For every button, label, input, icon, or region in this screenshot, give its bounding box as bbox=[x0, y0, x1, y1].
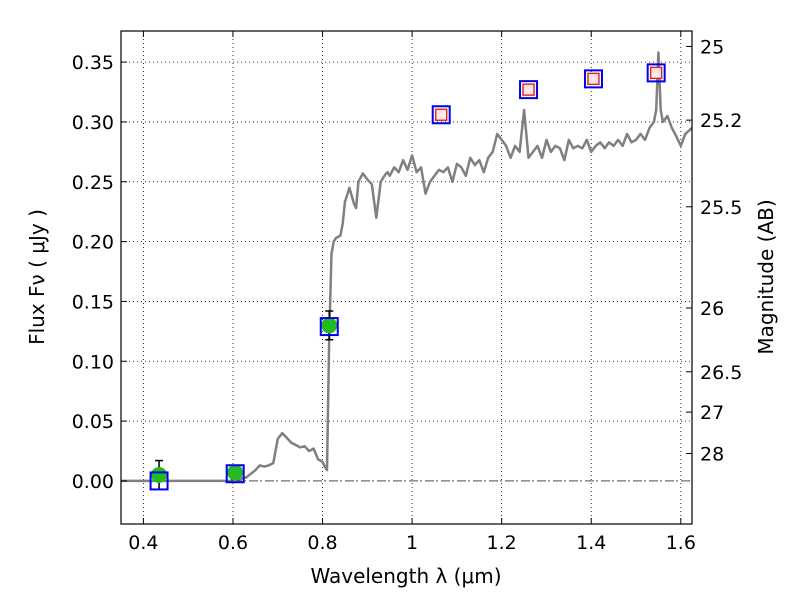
mag-tick-label: 27 bbox=[700, 402, 724, 424]
plot-frame bbox=[120, 30, 693, 525]
y-tick-label: 0.25 bbox=[72, 172, 114, 194]
x-tick-label: 0.8 bbox=[307, 532, 337, 554]
x-tick-label: 0.4 bbox=[128, 532, 158, 554]
detection-point bbox=[321, 317, 338, 334]
model-spectrum-line bbox=[121, 51, 693, 483]
x-tick-label: 1.2 bbox=[487, 532, 517, 554]
tick-labels: 0.4 0.6 0.8 1 1.2 1.4 1.6 0.00 0.05 0.10 0.15 0.20 0… bbox=[72, 36, 743, 554]
y-tick-label: 0.00 bbox=[72, 471, 114, 493]
mag-tick-label: 26 bbox=[700, 298, 724, 320]
y-tick-label: 0.35 bbox=[72, 52, 114, 74]
mag-tick-label: 25.5 bbox=[700, 197, 742, 219]
model-flux-square bbox=[431, 105, 451, 125]
data-markers bbox=[149, 63, 666, 491]
model-flux-square bbox=[583, 69, 603, 89]
y-tick-label: 0.15 bbox=[72, 291, 114, 313]
y-tick-label: 0.10 bbox=[72, 351, 114, 373]
upper-limit-square bbox=[522, 83, 535, 96]
x-tick-label: 1 bbox=[406, 532, 418, 554]
model-flux-square bbox=[319, 317, 339, 337]
mag-tick-label: 25.2 bbox=[700, 110, 742, 132]
y-axis-title: Flux Fν ( μJy ) bbox=[25, 209, 49, 345]
x-tick-label: 1.4 bbox=[576, 532, 606, 554]
x-tick-label: 0.6 bbox=[218, 532, 248, 554]
detection-point bbox=[227, 464, 244, 481]
x-tick-label: 1.6 bbox=[666, 532, 696, 554]
model-flux-square bbox=[225, 464, 245, 484]
y-tick-label: 0.20 bbox=[72, 232, 114, 254]
mag-tick-label: 26.5 bbox=[700, 362, 742, 384]
detection-point bbox=[151, 466, 168, 483]
axis-ticks bbox=[121, 31, 692, 524]
model-flux-square bbox=[646, 63, 666, 83]
model-flux-square bbox=[149, 471, 169, 491]
mag-tick-label: 28 bbox=[700, 444, 724, 466]
model-flux-square bbox=[519, 80, 539, 100]
y-tick-label: 0.05 bbox=[72, 411, 114, 433]
plot-area bbox=[121, 31, 692, 524]
upper-limit-square bbox=[649, 66, 663, 80]
mag-tick-label: 25 bbox=[700, 36, 724, 58]
y2-axis-title: Magnitude (AB) bbox=[754, 199, 778, 354]
y-tick-label: 0.30 bbox=[72, 112, 114, 134]
upper-limit-square bbox=[587, 72, 600, 86]
upper-limit-square bbox=[435, 108, 448, 121]
x-axis-title: Wavelength λ (μm) bbox=[310, 564, 501, 588]
